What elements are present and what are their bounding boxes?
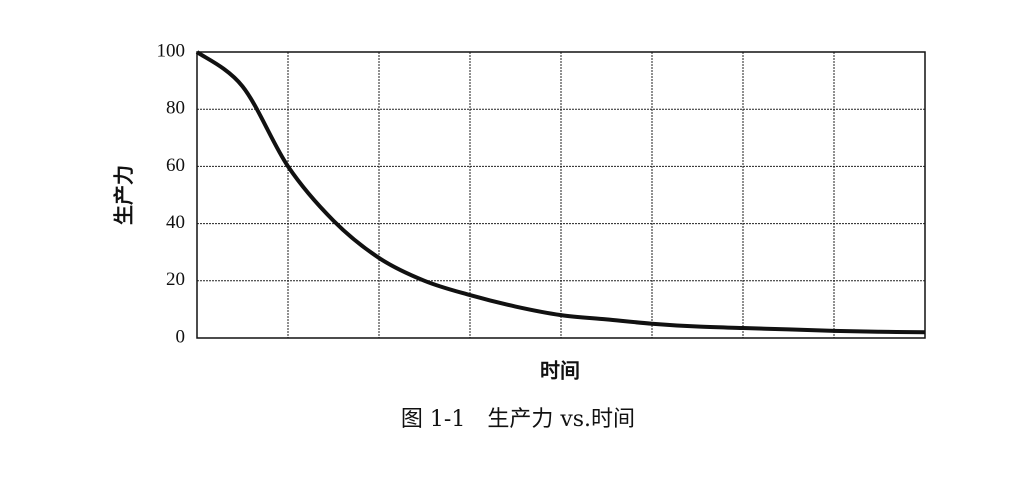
- y-tick-label: 20: [166, 269, 185, 290]
- line: [195, 50, 926, 335]
- y-axis-label: 生产力: [112, 165, 136, 225]
- caption: 图 1-1 生产力 vs.时间: [401, 407, 635, 432]
- x-axis-label: 时间: [540, 359, 580, 383]
- plot-frame: [196, 51, 926, 339]
- y-tick-label: 100: [157, 40, 186, 61]
- y-tick-label: 40: [166, 212, 185, 233]
- y-tick-label: 60: [166, 155, 185, 176]
- y-tick-label: 80: [166, 98, 185, 119]
- y-tick-label: 0: [176, 326, 186, 347]
